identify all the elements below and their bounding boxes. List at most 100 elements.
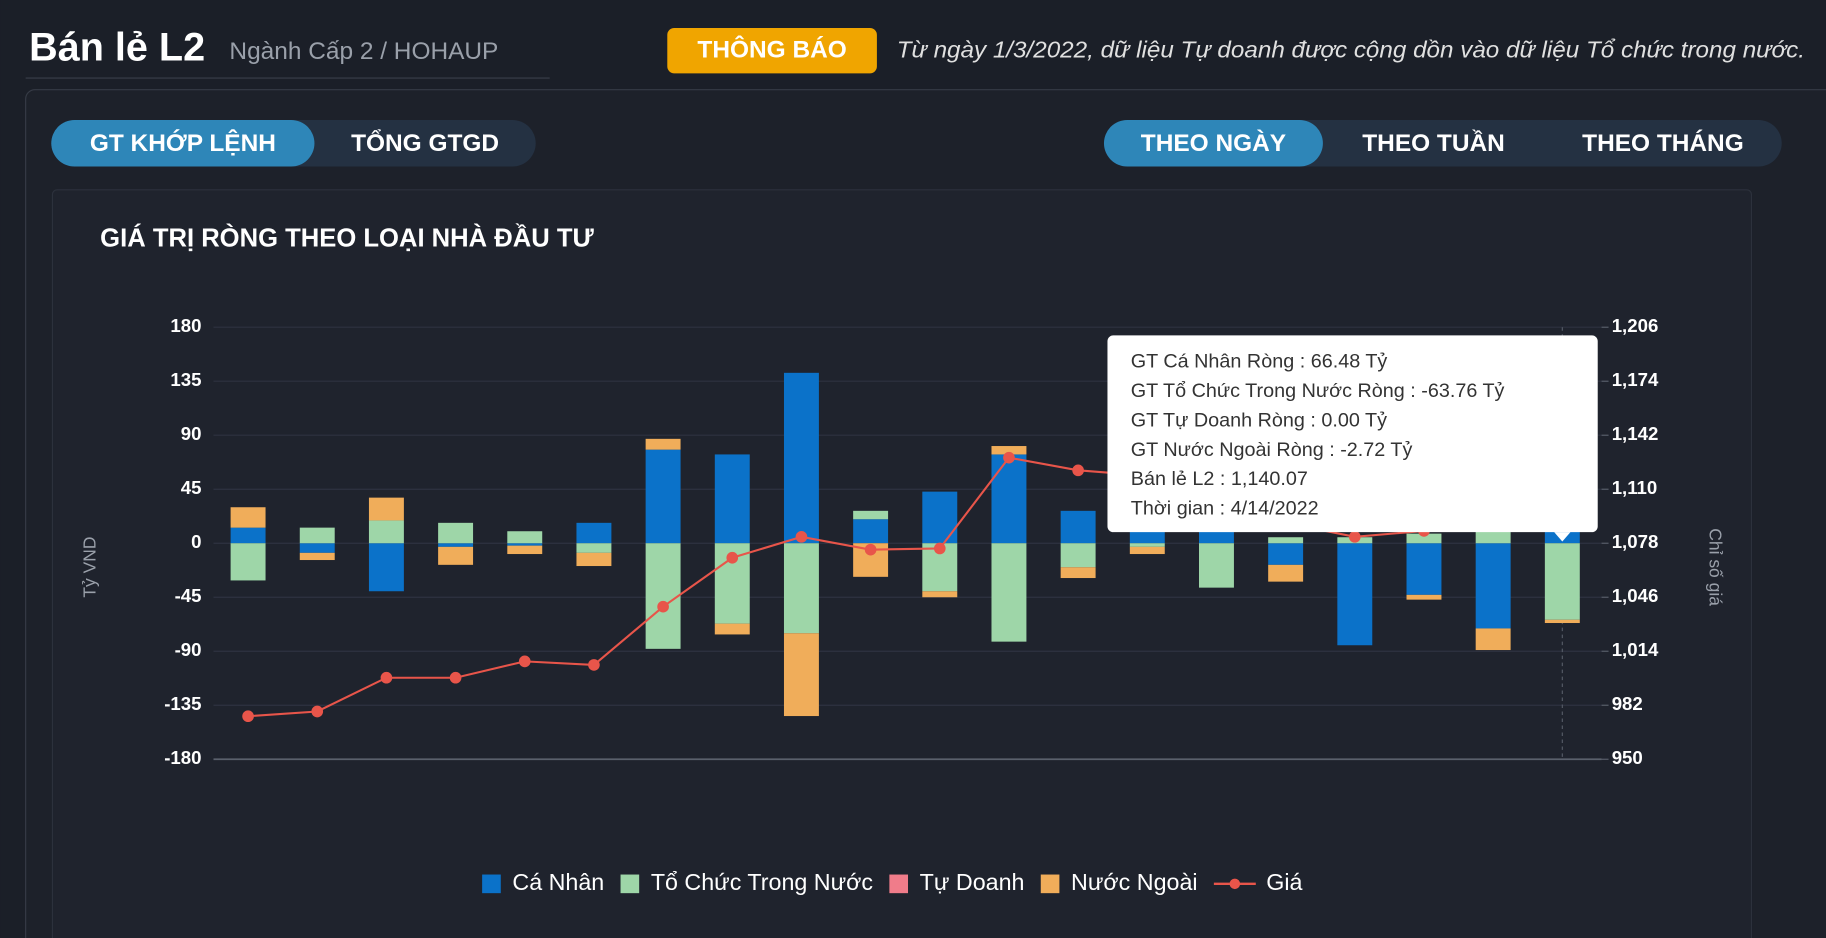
bar-segment [1129,531,1165,544]
price-point [657,600,669,613]
y2-tick-label: 1,142 [1612,423,1659,444]
bar-segment [1475,628,1511,651]
y2-tick-label: 1,206 [1612,315,1659,336]
notice-badge [667,27,877,74]
legend-swatch [1040,874,1060,894]
legend-swatch [482,874,501,894]
bar-segment [1060,543,1096,568]
tooltip-line: GT Nước Ngoài Ròng : -2.72 Tỷ [1131,439,1413,461]
tooltip: GT Cá Nhân Ròng : 66.48 Tỷ GT Tổ Chức Tro… [1107,335,1598,542]
bar-segment [853,519,889,544]
tooltip-line: Thời gian : 4/14/2022 [1131,498,1319,520]
period-tab-active[interactable] [1103,119,1323,167]
price-point [1003,451,1015,464]
bar-segment [1268,537,1304,544]
page-subtitle: Ngành Cấp 2 / HOHAUP [229,38,498,65]
bar-segment [230,527,266,544]
y-tick-label: 135 [170,369,201,390]
bar-segment [991,454,1027,544]
bar-segment [1268,543,1304,565]
chart-title: GIÁ TRỊ RÒNG THEO LOẠI NHÀ ĐẦU TƯ [100,223,594,253]
y2-tick-label: 950 [1612,747,1643,768]
value-tab[interactable]: TỔNG GTGD [351,129,499,157]
legend-dot [1229,878,1241,890]
bar-segment [368,543,404,592]
y-tick-label: 180 [170,315,201,336]
y-axis-label: Tỷ VND [79,537,99,598]
bar-segment [576,543,612,553]
price-point [449,671,462,684]
bar-segment [1060,510,1096,544]
legend-swatch [620,874,640,894]
bar-segment [783,372,819,544]
bar-segment [1337,543,1373,646]
bar-segment [645,438,681,450]
bar-segment [368,520,404,544]
y2-tick-label: 1,174 [1612,369,1659,390]
legend-label: Tổ Chức Trong Nước [651,869,874,895]
bar-segment [507,543,543,546]
page-title: Bán lẻ L2 [29,26,205,70]
y-tick-label: 0 [191,531,201,552]
y-tick-label: 45 [181,477,202,498]
tooltip-line: Bán lẻ L2 : 1,140.07 [1131,468,1308,490]
bar-segment [1198,543,1234,588]
legend-label: Nước Ngoài [1071,869,1198,895]
bar-segment [507,545,543,555]
price-line [248,437,1563,718]
value-tab-active[interactable] [51,119,315,167]
bar-segment [1544,619,1580,624]
price-point [1348,531,1361,543]
legend: Cá Nhân Tổ Chức Trong Nước Tự Doanh Nước Ng… [482,869,1303,895]
bar-segment [922,591,958,598]
price-point [726,551,739,564]
price-point [518,655,531,668]
legend-label: Giá [1266,869,1302,895]
tooltip-line: GT Tổ Chức Trong Nước Ròng : -63.76 Tỷ [1131,380,1505,402]
bar-segment [299,543,335,553]
y2-tick-label: 1,110 [1612,477,1658,498]
bar-segment [230,543,266,581]
bar-segment [299,527,335,544]
bar-segment [1406,533,1442,544]
legend-label: Cá Nhân [512,869,604,895]
price-point [311,705,324,718]
bar-segment [507,531,543,544]
value-tab[interactable]: GT KHỚP LỆNH [90,129,276,157]
price-point [588,659,600,671]
bar-segment [783,543,819,634]
period-tab[interactable]: THEO THÁNG [1582,129,1744,157]
bar-segment [714,623,750,635]
tooltip-line: GT Cá Nhân Ròng : 66.48 Tỷ [1131,350,1388,372]
bar-segment [1406,594,1442,600]
price-point [795,531,808,543]
plot: -180 -135 -90 -45 0 45 90 135 180 950 982 1,014 1,04… [164,315,1659,768]
bar-segment [438,546,474,565]
y2-tick-label: 982 [1612,693,1643,714]
bar-segment [438,543,474,547]
tooltip-line: GT Tự Doanh Ròng : 0.00 Tỷ [1131,409,1387,431]
bar-segment [1406,543,1442,595]
notice-text: Từ ngày 1/3/2022, dữ liệu Tự doanh được … [897,36,1805,62]
y-tick-label: -45 [175,585,202,606]
period-tab[interactable]: THEO TUẦN [1362,129,1505,157]
legend-swatch [889,874,909,894]
bar-segment [1268,564,1304,582]
bar-segment [576,522,612,544]
tooltip-box [1107,335,1598,533]
y2-axis-label: Chỉ số giá [1706,528,1726,606]
bar-segment [1475,531,1511,544]
bar-segment [714,454,750,544]
bar-segment [438,522,474,544]
bar-segment [991,543,1027,642]
bar-segment [1129,543,1165,547]
notice-badge-label: THÔNG BÁO [697,36,846,64]
bar-segment [922,491,958,544]
y2-tick-label: 1,014 [1612,639,1659,660]
y-tick-label: -180 [164,747,201,768]
bar-segment [1129,546,1165,555]
period-tab[interactable]: THEO NGÀY [1141,129,1286,157]
bar-segment [368,497,404,521]
bar-segment [645,543,681,649]
